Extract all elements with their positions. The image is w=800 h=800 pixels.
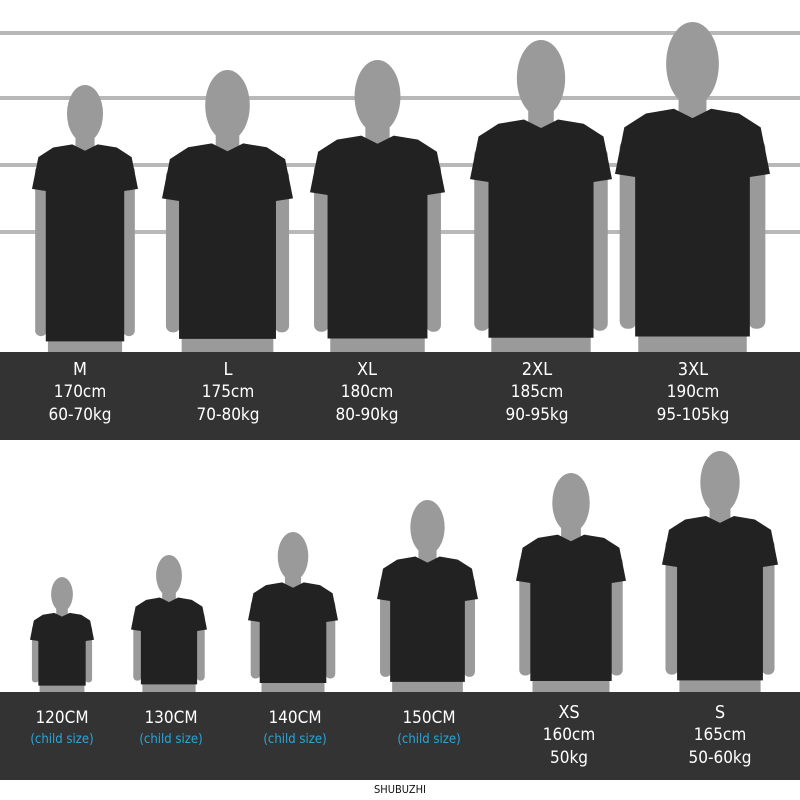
height-line — [0, 31, 800, 35]
head — [277, 532, 309, 581]
size-note: (child size) — [263, 732, 327, 747]
arm — [592, 147, 608, 331]
pants — [39, 681, 85, 692]
head — [205, 70, 250, 141]
arm — [519, 556, 532, 676]
small-size-band — [0, 692, 800, 780]
arm — [123, 165, 135, 337]
t-shirt — [30, 612, 94, 686]
t-shirt — [32, 144, 138, 342]
size-label-150: 150CM (child size) — [359, 707, 499, 750]
size-weight: 70-80kg — [196, 405, 260, 425]
size-label-130: 130CM (child size) — [101, 707, 241, 750]
size-name: 3XL — [677, 359, 709, 380]
size-weight: 50-60kg — [688, 748, 752, 768]
size-height: 190cm — [666, 382, 720, 402]
size-name: L — [223, 359, 233, 380]
head — [51, 577, 73, 612]
t-shirt — [516, 534, 626, 681]
size-height: 165cm — [693, 725, 747, 745]
size-label-xl: XL 180cm 80-90kg — [297, 358, 437, 427]
arm — [35, 165, 47, 337]
size-height: 175cm — [201, 382, 255, 402]
size-name: XL — [356, 359, 378, 380]
t-shirt — [615, 108, 770, 337]
size-label-140: 140CM (child size) — [225, 707, 365, 750]
head — [666, 22, 719, 106]
arm — [165, 169, 181, 333]
arm — [380, 576, 392, 677]
size-name: 2XL — [521, 359, 553, 380]
head — [66, 85, 104, 143]
head — [516, 39, 566, 117]
pants — [638, 332, 747, 352]
arm — [761, 539, 775, 675]
size-name: S — [714, 702, 726, 723]
t-shirt — [377, 556, 478, 682]
size-label-xs: XS 160cm 50kg — [499, 701, 639, 770]
size-name: 150CM — [402, 708, 456, 728]
pants — [142, 680, 196, 692]
arm — [665, 539, 679, 675]
head — [552, 473, 590, 533]
size-height: 160cm — [542, 725, 596, 745]
arm — [748, 139, 766, 329]
size-label-m: M 170cm 60-70kg — [10, 358, 150, 427]
head — [700, 451, 740, 514]
head — [410, 500, 445, 555]
arm — [474, 147, 490, 331]
size-name: XS — [558, 702, 580, 723]
pants — [330, 334, 425, 352]
size-note: (child size) — [30, 732, 94, 747]
brand-name: SHUBUZHI — [374, 783, 426, 796]
size-name: 130CM — [144, 708, 198, 728]
size-height: 170cm — [53, 382, 107, 402]
arm — [610, 556, 623, 676]
size-note: (child size) — [139, 732, 203, 747]
size-weight: 60-70kg — [48, 405, 112, 425]
size-name: 120CM — [35, 708, 89, 728]
size-weight: 80-90kg — [335, 405, 399, 425]
t-shirt — [470, 119, 612, 338]
size-name: M — [73, 359, 87, 380]
arm — [463, 576, 475, 677]
size-weight: 90-95kg — [505, 405, 569, 425]
size-note: (child size) — [397, 732, 461, 747]
arm — [426, 162, 441, 332]
t-shirt — [248, 582, 338, 683]
size-label-3xl: 3XL 190cm 95-105kg — [623, 358, 763, 427]
size-height: 180cm — [340, 382, 394, 402]
t-shirt — [131, 597, 207, 685]
size-weight: 95-105kg — [656, 405, 730, 425]
t-shirt — [310, 135, 445, 339]
arm — [619, 139, 637, 329]
head — [354, 59, 401, 133]
pants — [181, 334, 274, 352]
size-weight: 50kg — [549, 748, 589, 768]
size-label-l: L 175cm 70-80kg — [158, 358, 298, 427]
pants — [491, 333, 591, 352]
arm — [274, 169, 290, 333]
size-name: 140CM — [268, 708, 322, 728]
size-label-s: S 165cm 50-60kg — [650, 701, 790, 770]
size-height: 185cm — [510, 382, 564, 402]
adult-size-band — [0, 352, 800, 440]
t-shirt — [162, 143, 293, 339]
t-shirt — [662, 515, 778, 681]
head — [156, 555, 182, 597]
size-label-2xl: 2XL 185cm 90-95kg — [467, 358, 607, 427]
size-label-120: 120CM (child size) — [0, 707, 132, 750]
arm — [314, 162, 329, 332]
